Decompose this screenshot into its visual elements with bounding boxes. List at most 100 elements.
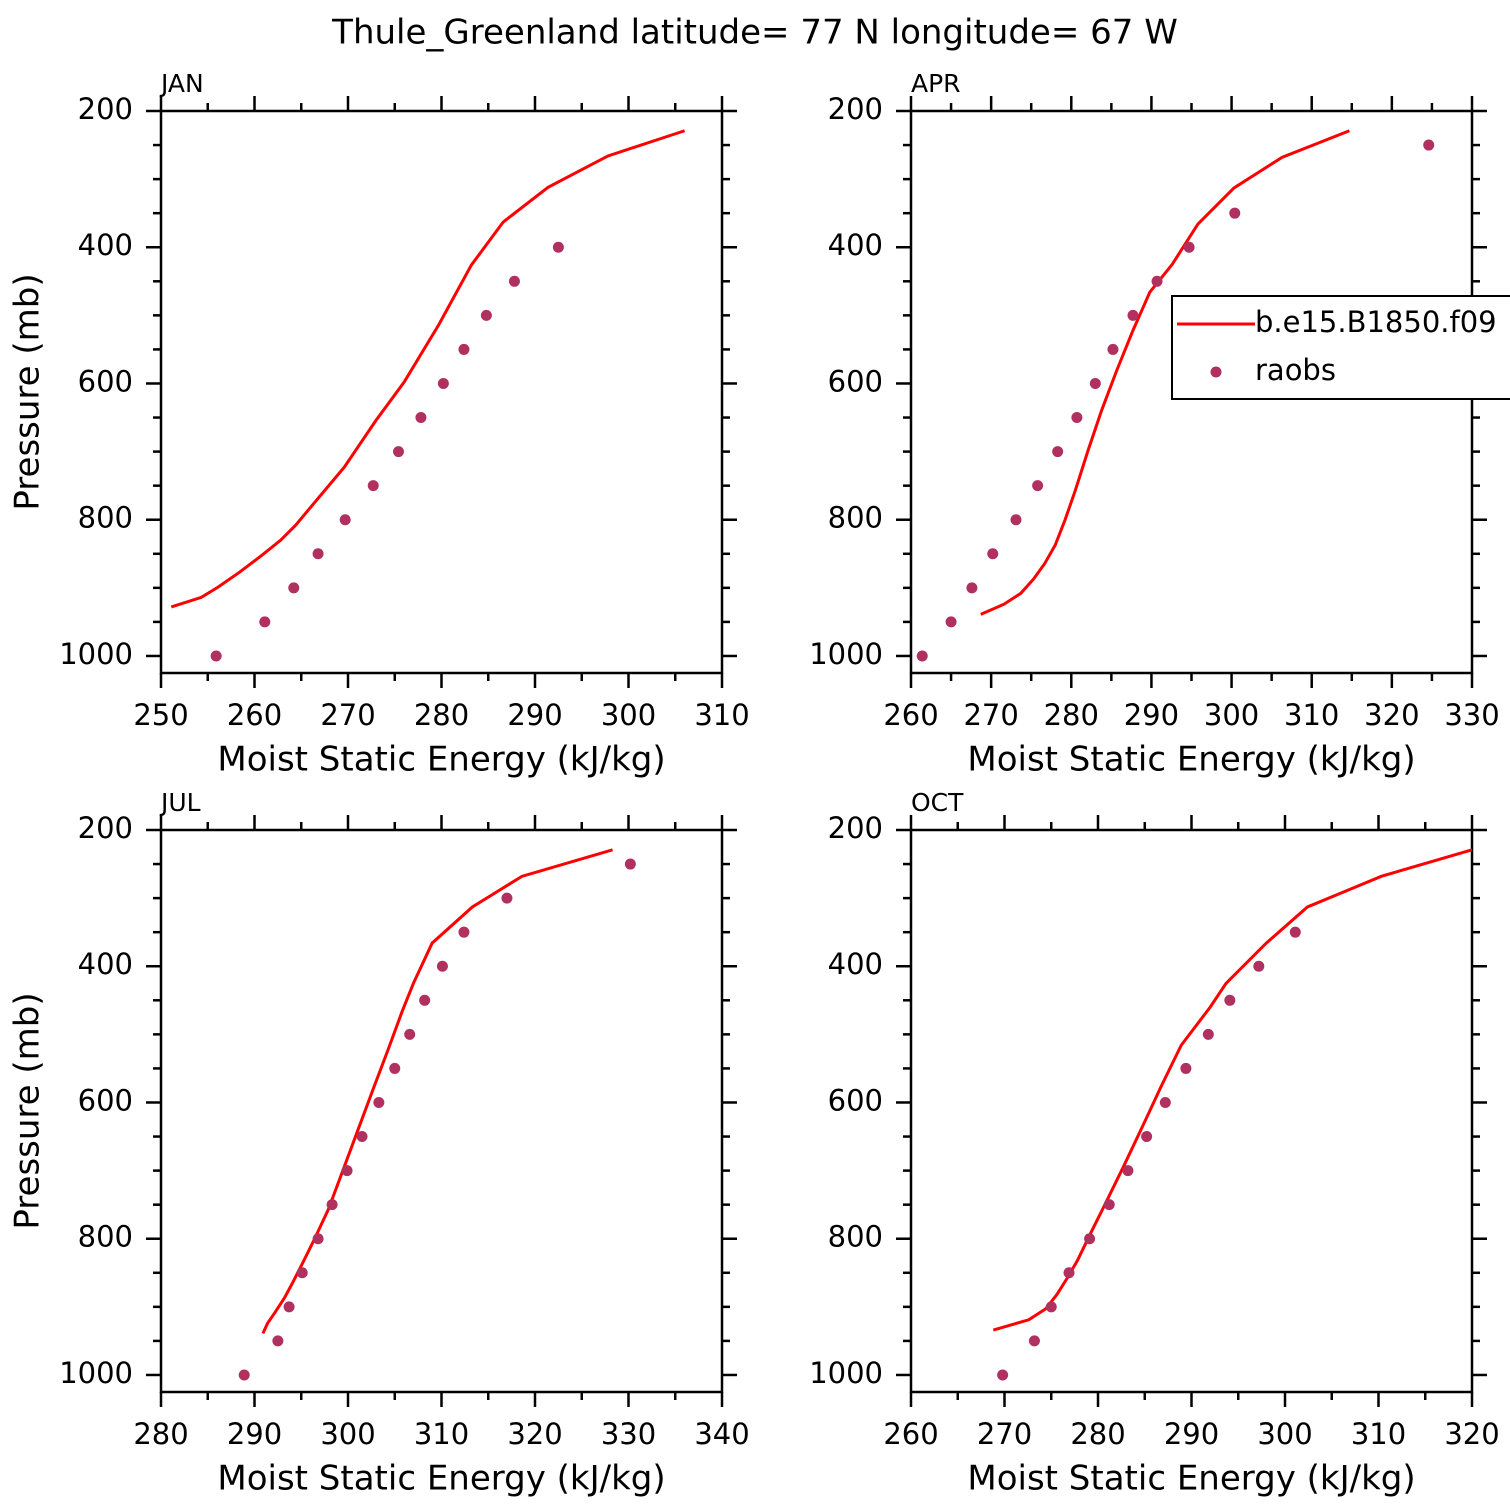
obs-point bbox=[238, 1369, 250, 1381]
x-tick-label: 340 bbox=[694, 1417, 749, 1451]
x-tick-label: 300 bbox=[1257, 1417, 1312, 1451]
y-tick-label: 400 bbox=[78, 947, 133, 981]
legend-label: raobs bbox=[1255, 353, 1336, 387]
x-tick-label: 310 bbox=[1351, 1417, 1406, 1451]
obs-point bbox=[404, 1028, 416, 1040]
x-tick-label: 290 bbox=[507, 698, 562, 732]
plot-area: 250 260 270 280 290 300 310 200 400 600 800 1000 JAN… bbox=[8, 69, 750, 780]
obs-point bbox=[945, 616, 957, 628]
obs-point bbox=[312, 1233, 324, 1245]
obs-point bbox=[272, 1335, 284, 1347]
x-axis-title: Moist Static Energy (kJ/kg) bbox=[217, 1459, 665, 1499]
y-tick-label: 600 bbox=[78, 1083, 133, 1117]
obs-point bbox=[966, 582, 978, 594]
obs-point bbox=[259, 616, 271, 628]
y-tick-label: 800 bbox=[828, 501, 883, 535]
x-tick-label: 290 bbox=[1124, 698, 1179, 732]
obs-point bbox=[436, 960, 448, 972]
obs-point bbox=[392, 446, 404, 458]
obs-point bbox=[458, 343, 470, 355]
y-tick-label: 200 bbox=[78, 92, 133, 126]
plot-frame bbox=[159, 109, 724, 675]
obs-point bbox=[1289, 926, 1301, 938]
y-tick-label: 400 bbox=[828, 947, 883, 981]
obs-point bbox=[1253, 960, 1265, 972]
x-tick-label: 260 bbox=[883, 1417, 938, 1451]
x-tick-label: 310 bbox=[694, 698, 749, 732]
obs-point bbox=[437, 377, 449, 389]
y-tick-label: 200 bbox=[78, 811, 133, 845]
obs-point bbox=[480, 309, 492, 321]
legend-swatch bbox=[1210, 366, 1222, 378]
obs-point bbox=[501, 892, 513, 904]
x-tick-label: 310 bbox=[414, 1417, 469, 1451]
obs-point bbox=[987, 548, 999, 560]
obs-point bbox=[552, 241, 564, 253]
obs-point bbox=[1122, 1165, 1134, 1177]
y-tick-label: 800 bbox=[78, 1220, 133, 1254]
plot-area: 280 290 300 310 320 330 340 200 400 600 800 1000 JUL… bbox=[8, 788, 750, 1499]
obs-point bbox=[1045, 1301, 1057, 1313]
plot-area: 260 270 280 290 300 310 320 200 400 600 800 1000 OCT… bbox=[809, 788, 1499, 1499]
x-tick-label: 280 bbox=[1070, 1417, 1125, 1451]
obs-point bbox=[1010, 514, 1022, 526]
model-line bbox=[980, 129, 1350, 616]
x-tick-label: 300 bbox=[601, 698, 656, 732]
legend: b.e15.B1850.f09 raobs bbox=[1171, 295, 1510, 400]
obs-point bbox=[1180, 1062, 1192, 1074]
obs-point bbox=[296, 1267, 308, 1279]
x-tick-label: 280 bbox=[1044, 698, 1099, 732]
x-tick-label: 290 bbox=[227, 1417, 282, 1451]
x-tick-label: 280 bbox=[133, 1417, 188, 1451]
legend-box bbox=[1171, 295, 1510, 400]
x-tick-label: 290 bbox=[1164, 1417, 1219, 1451]
obs-point bbox=[1159, 1096, 1171, 1108]
obs-point bbox=[1103, 1199, 1115, 1211]
plot-frame bbox=[909, 828, 1474, 1394]
obs-point bbox=[1052, 446, 1064, 458]
obs-point bbox=[341, 1165, 353, 1177]
x-tick-label: 320 bbox=[1444, 1417, 1499, 1451]
x-tick-label: 330 bbox=[1444, 698, 1499, 732]
y-tick-label: 1000 bbox=[809, 1356, 883, 1390]
obs-point bbox=[373, 1096, 385, 1108]
panel-title: JAN bbox=[159, 69, 204, 98]
obs-point bbox=[1089, 377, 1101, 389]
obs-point bbox=[1229, 207, 1241, 219]
y-tick-label: 600 bbox=[828, 1083, 883, 1117]
x-tick-label: 300 bbox=[1204, 698, 1259, 732]
model-line bbox=[261, 848, 614, 1335]
obs-point bbox=[997, 1369, 1009, 1381]
legend-label: b.e15.B1850.f09 bbox=[1255, 305, 1497, 339]
obs-point bbox=[356, 1131, 368, 1143]
obs-point bbox=[1423, 139, 1435, 151]
y-tick-label: 1000 bbox=[809, 637, 883, 671]
obs-point bbox=[1151, 275, 1163, 287]
obs-point bbox=[624, 858, 636, 870]
x-axis-title: Moist Static Energy (kJ/kg) bbox=[217, 740, 665, 780]
obs-point bbox=[1127, 309, 1139, 321]
obs-point bbox=[210, 650, 222, 662]
obs-point bbox=[389, 1062, 401, 1074]
y-axis-title: Pressure (mb) bbox=[8, 273, 48, 510]
x-tick-label: 270 bbox=[963, 698, 1018, 732]
x-tick-label: 250 bbox=[133, 698, 188, 732]
obs-point bbox=[1084, 1233, 1096, 1245]
obs-point bbox=[458, 926, 470, 938]
model-line bbox=[992, 848, 1473, 1332]
obs-point bbox=[1071, 412, 1083, 424]
obs-point bbox=[1183, 241, 1195, 253]
y-tick-label: 800 bbox=[828, 1220, 883, 1254]
plot-frame bbox=[159, 828, 724, 1394]
x-tick-label: 280 bbox=[414, 698, 469, 732]
y-tick-label: 400 bbox=[78, 228, 133, 262]
x-tick-label: 320 bbox=[1364, 698, 1419, 732]
obs-point bbox=[312, 548, 324, 560]
x-tick-label: 300 bbox=[320, 1417, 375, 1451]
x-tick-label: 260 bbox=[883, 698, 938, 732]
y-tick-label: 200 bbox=[828, 811, 883, 845]
x-axis-title: Moist Static Energy (kJ/kg) bbox=[967, 1459, 1415, 1499]
obs-point bbox=[1107, 343, 1119, 355]
obs-point bbox=[283, 1301, 295, 1313]
